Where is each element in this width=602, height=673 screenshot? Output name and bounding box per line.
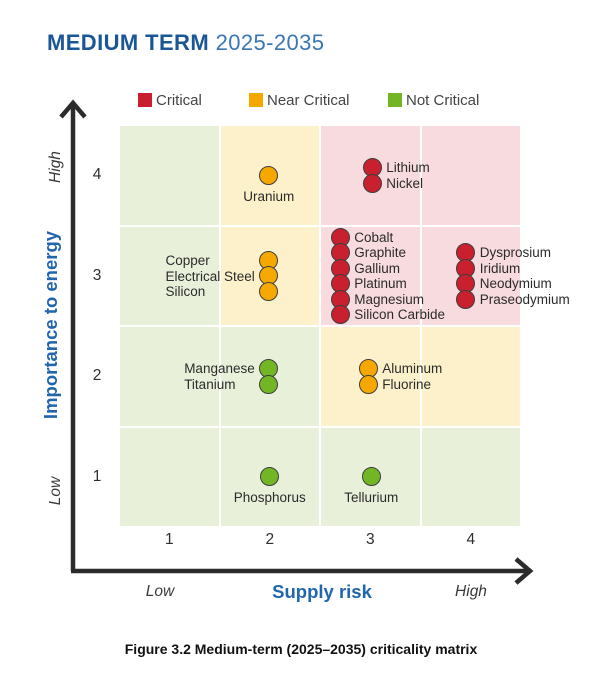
mineral-label: Neodymium bbox=[479, 276, 552, 292]
mineral-label: Silicon Carbide bbox=[354, 307, 446, 323]
x-tick-label: 1 bbox=[164, 531, 174, 548]
mineral-label: Praseodymium bbox=[479, 291, 570, 307]
mineral-label-group: Phosphorus bbox=[234, 490, 306, 506]
mineral-label: Iridium bbox=[479, 260, 521, 276]
not-critical-swatch-icon bbox=[388, 93, 402, 107]
mineral-label: Copper bbox=[165, 253, 210, 268]
mineral-label: Fluorine bbox=[382, 376, 432, 392]
legend-label: Not Critical bbox=[406, 91, 480, 109]
mineral-label: Lithium bbox=[386, 160, 430, 176]
mineral-label: Aluminum bbox=[382, 361, 443, 377]
mineral-label-group: Cobalt Graphite Gallium Platinum Magnesium Si… bbox=[354, 230, 445, 323]
matrix-cell bbox=[420, 426, 521, 527]
legend-item-not-critical: Not Critical bbox=[388, 91, 480, 109]
mineral-label-group: Uranium bbox=[243, 189, 294, 205]
mineral-dot bbox=[259, 165, 279, 185]
x-axis-title: Supply risk bbox=[272, 581, 372, 602]
mineral-label-group: Lithium Nickel bbox=[386, 160, 430, 191]
x-axis-low-label: Low bbox=[145, 583, 175, 600]
mineral-label: Cobalt bbox=[354, 229, 394, 245]
matrix-cell bbox=[119, 225, 220, 326]
legend-item-near-critical: Near Critical bbox=[249, 91, 350, 109]
title-term: MEDIUM TERM bbox=[47, 30, 210, 55]
critical-swatch-icon bbox=[138, 93, 152, 107]
y-axis-low-label: Low bbox=[47, 476, 64, 506]
mineral-label: Graphite bbox=[354, 245, 407, 261]
mineral-dot bbox=[362, 173, 382, 193]
matrix-cell bbox=[119, 426, 220, 527]
near-critical-swatch-icon bbox=[249, 93, 263, 107]
mineral-label: Gallium bbox=[354, 260, 401, 276]
x-axis-high-label: High bbox=[455, 583, 487, 600]
title-years: 2025-2035 bbox=[215, 30, 325, 55]
mineral-label: Phosphorus bbox=[233, 490, 306, 506]
y-tick-label: 1 bbox=[92, 467, 102, 485]
y-tick-label: 4 bbox=[92, 166, 102, 184]
y-tick-label: 3 bbox=[92, 266, 102, 284]
mineral-label: Titanium bbox=[184, 376, 236, 392]
matrix-cell bbox=[119, 326, 220, 427]
y-axis-high-label: High bbox=[47, 151, 64, 183]
matrix-cell bbox=[119, 125, 220, 226]
mineral-label: Dysprosium bbox=[479, 245, 552, 261]
mineral-label: Silicon bbox=[165, 284, 206, 299]
x-tick-label: 4 bbox=[466, 531, 476, 548]
mineral-label-group: Aluminum Fluorine bbox=[382, 361, 442, 392]
mineral-dot bbox=[456, 289, 476, 309]
mineral-label: Manganese bbox=[184, 361, 255, 377]
matrix-cell bbox=[420, 326, 521, 427]
mineral-label: Platinum bbox=[354, 276, 407, 292]
mineral-dot bbox=[330, 305, 350, 324]
legend-label: Critical bbox=[156, 91, 202, 109]
y-axis-title: Importance to energy bbox=[40, 230, 61, 420]
mineral-label-group: Manganese Titanium bbox=[184, 361, 255, 392]
mineral-dot bbox=[358, 374, 378, 394]
mineral-label: Tellurium bbox=[344, 490, 399, 506]
figure-caption: Figure 3.2 Medium-term (2025–2035) criti… bbox=[124, 641, 478, 657]
page-title: MEDIUM TERM 2025-2035 bbox=[47, 30, 324, 56]
matrix-cell bbox=[420, 125, 521, 226]
mineral-dot bbox=[361, 467, 381, 487]
mineral-label-group: Dysprosium Iridium Neodymium Praseodymium bbox=[480, 245, 570, 307]
x-tick-label: 2 bbox=[265, 531, 275, 548]
y-tick-label: 2 bbox=[92, 367, 102, 385]
legend-item-critical: Critical bbox=[138, 91, 202, 109]
mineral-label: Nickel bbox=[386, 175, 424, 191]
mineral-label-group: Copper Electrical Steel Silicon bbox=[165, 253, 254, 300]
legend-label: Near Critical bbox=[267, 91, 350, 109]
mineral-dot bbox=[259, 374, 279, 394]
x-tick-label: 3 bbox=[365, 531, 375, 548]
mineral-dot bbox=[260, 467, 280, 487]
mineral-label-group: Tellurium bbox=[344, 490, 398, 506]
mineral-label: Uranium bbox=[243, 188, 295, 204]
mineral-label: Magnesium bbox=[354, 291, 425, 307]
mineral-label: Electrical Steel bbox=[165, 268, 255, 284]
mineral-dot bbox=[259, 281, 279, 301]
